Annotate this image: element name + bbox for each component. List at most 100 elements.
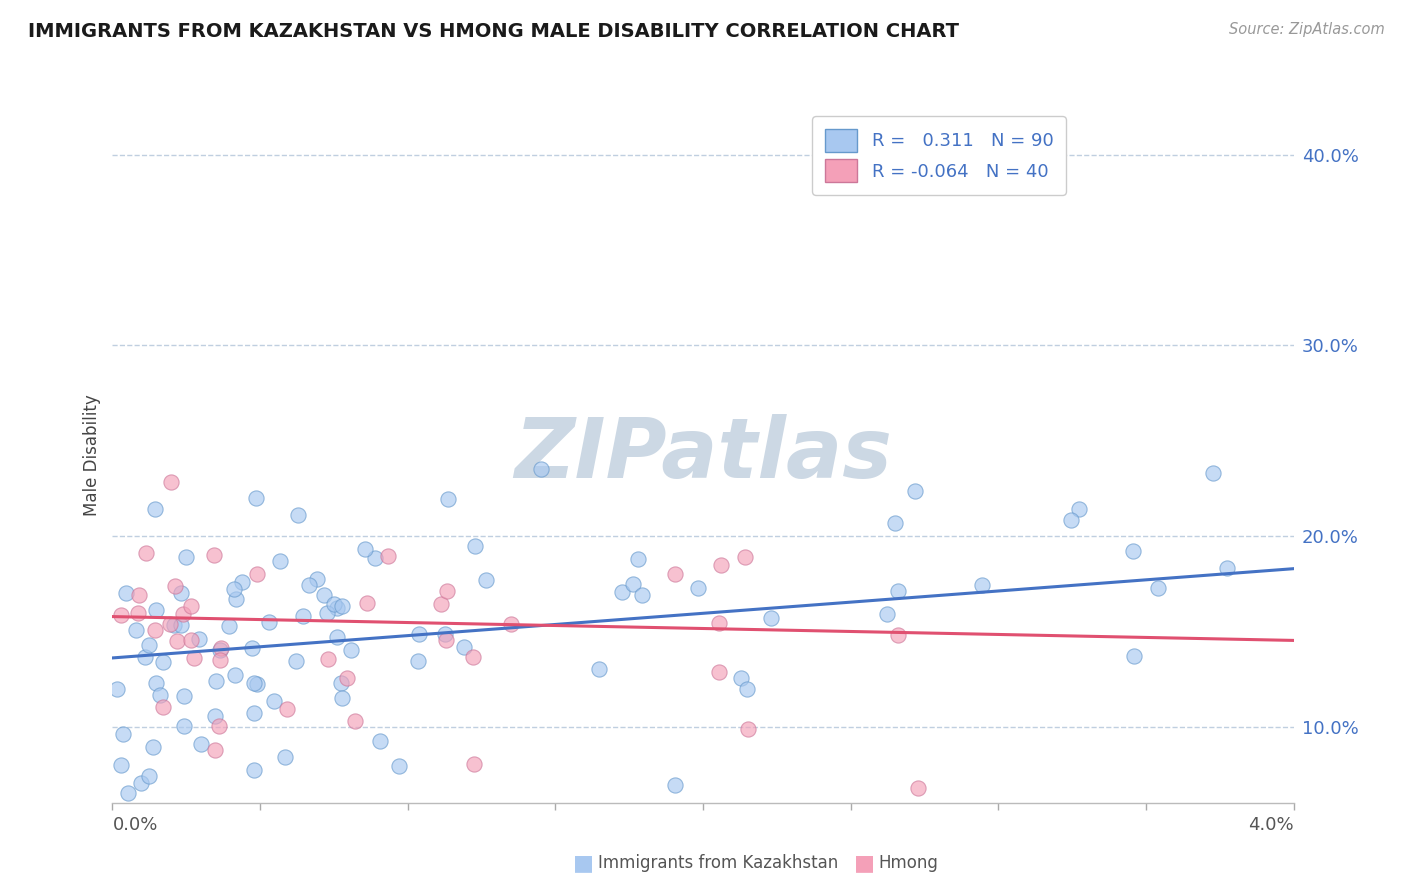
Point: [499, 616, 522, 631]
Point: [887, 627, 910, 641]
Text: Source: ZipAtlas.com: Source: ZipAtlas.com: [1229, 22, 1385, 37]
Point: [377, 549, 399, 564]
Point: [307, 572, 329, 586]
Point: [173, 689, 195, 703]
Point: [263, 694, 285, 708]
Point: [904, 483, 927, 498]
Point: [202, 548, 225, 562]
Text: ■: ■: [574, 854, 593, 873]
Text: 4.0%: 4.0%: [1249, 816, 1294, 834]
Point: [464, 539, 486, 553]
Point: [436, 583, 458, 598]
Point: [433, 626, 456, 640]
Point: [152, 655, 174, 669]
Point: [664, 566, 686, 581]
Point: [105, 682, 128, 697]
Point: [344, 714, 367, 728]
Point: [142, 740, 165, 755]
Point: [172, 607, 194, 621]
Point: [245, 491, 267, 506]
Point: [117, 786, 139, 800]
Point: [166, 634, 188, 648]
Point: [287, 508, 309, 522]
Point: [339, 643, 361, 657]
Point: [1216, 561, 1239, 575]
Point: [631, 588, 654, 602]
Point: [1060, 512, 1083, 526]
Point: [274, 749, 297, 764]
Point: [149, 689, 172, 703]
Point: [205, 673, 228, 688]
Point: [145, 676, 167, 690]
Point: [110, 758, 132, 772]
Point: [475, 573, 498, 587]
Point: [127, 607, 149, 621]
Point: [276, 702, 298, 716]
Point: [231, 574, 253, 589]
Point: [131, 776, 153, 790]
Point: [190, 737, 212, 751]
Point: [243, 763, 266, 777]
Point: [115, 586, 138, 600]
Point: [1202, 466, 1225, 480]
Point: [159, 616, 181, 631]
Point: [429, 597, 451, 611]
Point: [143, 624, 166, 638]
Point: [388, 759, 411, 773]
Point: [208, 719, 231, 733]
Text: 0.0%: 0.0%: [112, 816, 157, 834]
Point: [664, 779, 686, 793]
Point: [330, 599, 353, 613]
Point: [209, 653, 232, 667]
Point: [163, 578, 186, 592]
Point: [138, 638, 160, 652]
Point: [298, 577, 321, 591]
Point: [188, 632, 211, 646]
Point: [326, 600, 349, 615]
Point: [330, 691, 353, 706]
Point: [1122, 648, 1144, 663]
Point: [761, 611, 783, 625]
Y-axis label: Male Disability: Male Disability: [83, 394, 101, 516]
Point: [204, 743, 226, 757]
Point: [222, 582, 245, 596]
Text: ■: ■: [855, 854, 875, 873]
Point: [907, 781, 929, 796]
Point: [356, 597, 378, 611]
Point: [436, 633, 458, 648]
Text: Immigrants from Kazakhstan: Immigrants from Kazakhstan: [598, 855, 838, 872]
Point: [1147, 581, 1170, 595]
Point: [209, 640, 232, 655]
Point: [243, 706, 266, 720]
Point: [170, 586, 193, 600]
Point: [128, 588, 150, 602]
Point: [162, 618, 184, 632]
Point: [970, 578, 993, 592]
Point: [887, 584, 910, 599]
Point: [242, 640, 264, 655]
Point: [138, 768, 160, 782]
Point: [225, 592, 247, 607]
Point: [1122, 544, 1144, 558]
Point: [246, 567, 269, 582]
Point: [242, 676, 264, 690]
Point: [224, 668, 246, 682]
Point: [463, 650, 485, 665]
Point: [336, 671, 359, 685]
Point: [145, 501, 167, 516]
Point: [884, 516, 907, 531]
Point: [257, 615, 280, 629]
Point: [174, 549, 197, 564]
Point: [329, 676, 352, 690]
Point: [353, 542, 375, 557]
Point: [734, 550, 756, 565]
Point: [145, 602, 167, 616]
Point: [160, 475, 183, 489]
Point: [876, 607, 898, 622]
Point: [710, 558, 733, 572]
Point: [292, 609, 315, 624]
Point: [437, 492, 460, 507]
Point: [180, 633, 202, 648]
Point: [112, 727, 135, 741]
Point: [408, 627, 430, 641]
